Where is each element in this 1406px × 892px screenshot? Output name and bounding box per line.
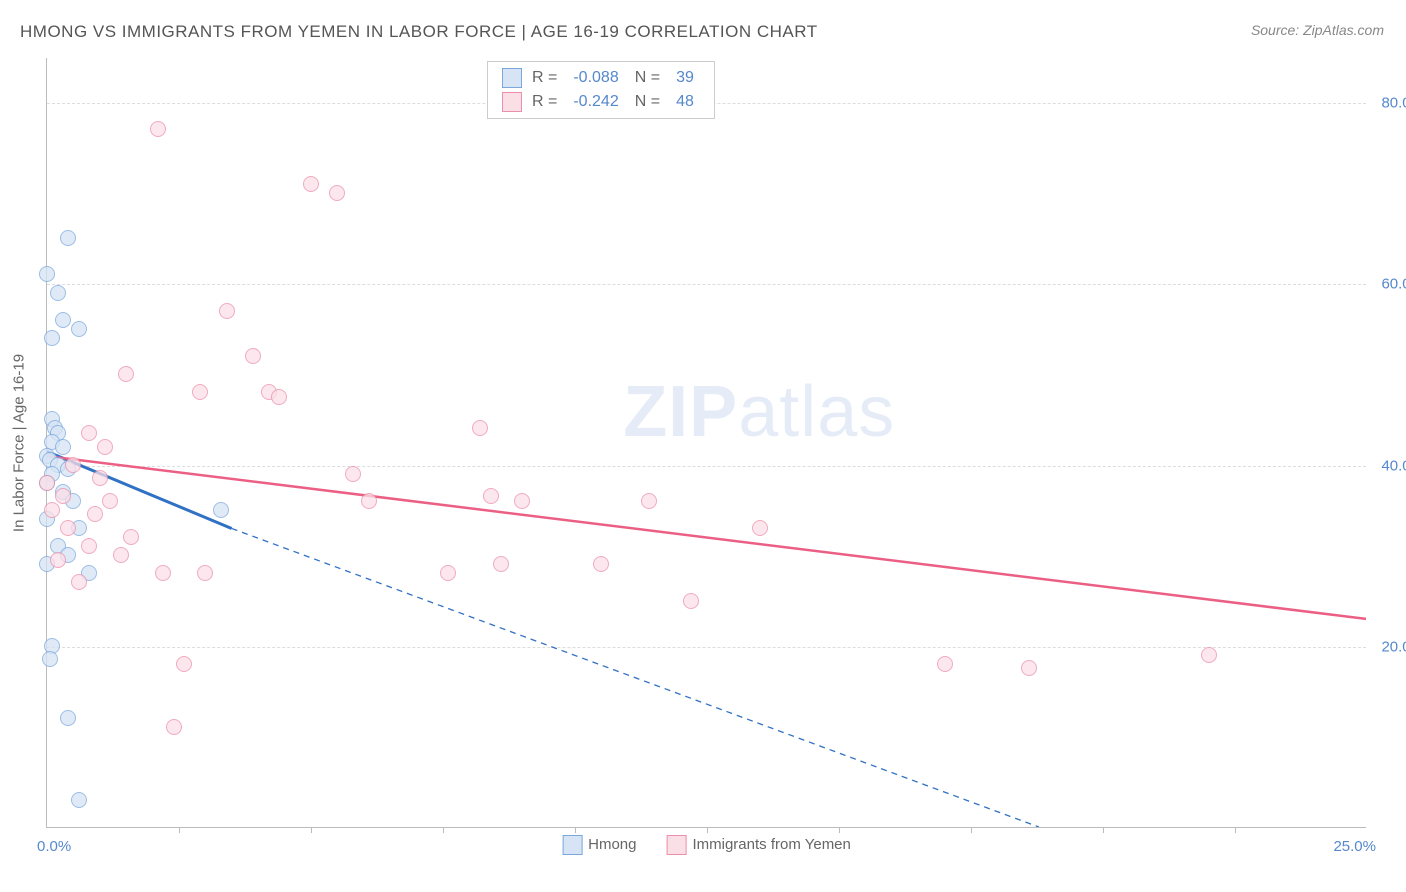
gridline <box>47 466 1366 467</box>
xtick <box>707 827 708 833</box>
xtick <box>443 827 444 833</box>
legend-swatch-icon <box>562 835 582 855</box>
data-point <box>1201 647 1217 663</box>
data-point <box>118 366 134 382</box>
data-point <box>71 792 87 808</box>
data-point <box>55 312 71 328</box>
data-point <box>329 185 345 201</box>
data-point <box>197 565 213 581</box>
xaxis-min-label: 0.0% <box>37 838 71 855</box>
data-point <box>219 303 235 319</box>
ytick-label: 40.0% <box>1381 457 1406 474</box>
data-point <box>55 488 71 504</box>
data-point <box>60 710 76 726</box>
data-point <box>150 121 166 137</box>
data-point <box>440 565 456 581</box>
legend-swatch-hmong <box>502 68 522 88</box>
data-point <box>50 552 66 568</box>
data-point <box>55 439 71 455</box>
plot-area: In Labor Force | Age 16-19 20.0%40.0%60.… <box>46 58 1366 828</box>
data-point <box>81 425 97 441</box>
data-point <box>50 285 66 301</box>
data-point <box>245 348 261 364</box>
legend-swatch-yemen <box>502 92 522 112</box>
watermark: ZIPatlas <box>623 371 895 453</box>
data-point <box>213 502 229 518</box>
data-point <box>176 656 192 672</box>
data-point <box>361 493 377 509</box>
data-point <box>60 520 76 536</box>
data-point <box>937 656 953 672</box>
data-point <box>102 493 118 509</box>
xtick <box>1235 827 1236 833</box>
data-point <box>483 488 499 504</box>
data-point <box>39 475 55 491</box>
legend-item-hmong: Hmong <box>562 835 636 855</box>
data-point <box>42 651 58 667</box>
ytick-label: 60.0% <box>1381 276 1406 293</box>
data-point <box>71 321 87 337</box>
data-point <box>44 330 60 346</box>
trendlines-layer <box>47 58 1366 827</box>
data-point <box>71 574 87 590</box>
data-point <box>514 493 530 509</box>
data-point <box>44 502 60 518</box>
data-point <box>155 565 171 581</box>
data-point <box>81 538 97 554</box>
data-point <box>92 470 108 486</box>
data-point <box>65 457 81 473</box>
data-point <box>192 384 208 400</box>
xtick <box>1103 827 1104 833</box>
legend-correlation: R =-0.088 N =39 R =-0.242 N =48 <box>487 61 715 119</box>
data-point <box>97 439 113 455</box>
data-point <box>39 266 55 282</box>
data-point <box>303 176 319 192</box>
data-point <box>683 593 699 609</box>
legend-swatch-icon <box>666 835 686 855</box>
data-point <box>593 556 609 572</box>
data-point <box>752 520 768 536</box>
chart-title: HMONG VS IMMIGRANTS FROM YEMEN IN LABOR … <box>20 22 818 42</box>
xtick <box>575 827 576 833</box>
data-point <box>166 719 182 735</box>
data-point <box>493 556 509 572</box>
gridline <box>47 284 1366 285</box>
legend-series: Hmong Immigrants from Yemen <box>562 835 851 855</box>
xtick <box>311 827 312 833</box>
data-point <box>472 420 488 436</box>
data-point <box>271 389 287 405</box>
xaxis-max-label: 25.0% <box>1333 838 1376 855</box>
data-point <box>113 547 129 563</box>
gridline <box>47 647 1366 648</box>
xtick <box>971 827 972 833</box>
data-point <box>641 493 657 509</box>
data-point <box>123 529 139 545</box>
legend-row-yemen: R =-0.242 N =48 <box>502 90 700 114</box>
data-point <box>1021 660 1037 676</box>
legend-item-yemen: Immigrants from Yemen <box>666 835 850 855</box>
data-point <box>345 466 361 482</box>
data-point <box>60 230 76 246</box>
xtick <box>179 827 180 833</box>
source-label: Source: ZipAtlas.com <box>1251 22 1384 38</box>
yaxis-title: In Labor Force | Age 16-19 <box>11 353 28 531</box>
xtick <box>839 827 840 833</box>
ytick-label: 20.0% <box>1381 638 1406 655</box>
data-point <box>87 506 103 522</box>
ytick-label: 80.0% <box>1381 95 1406 112</box>
legend-row-hmong: R =-0.088 N =39 <box>502 66 700 90</box>
